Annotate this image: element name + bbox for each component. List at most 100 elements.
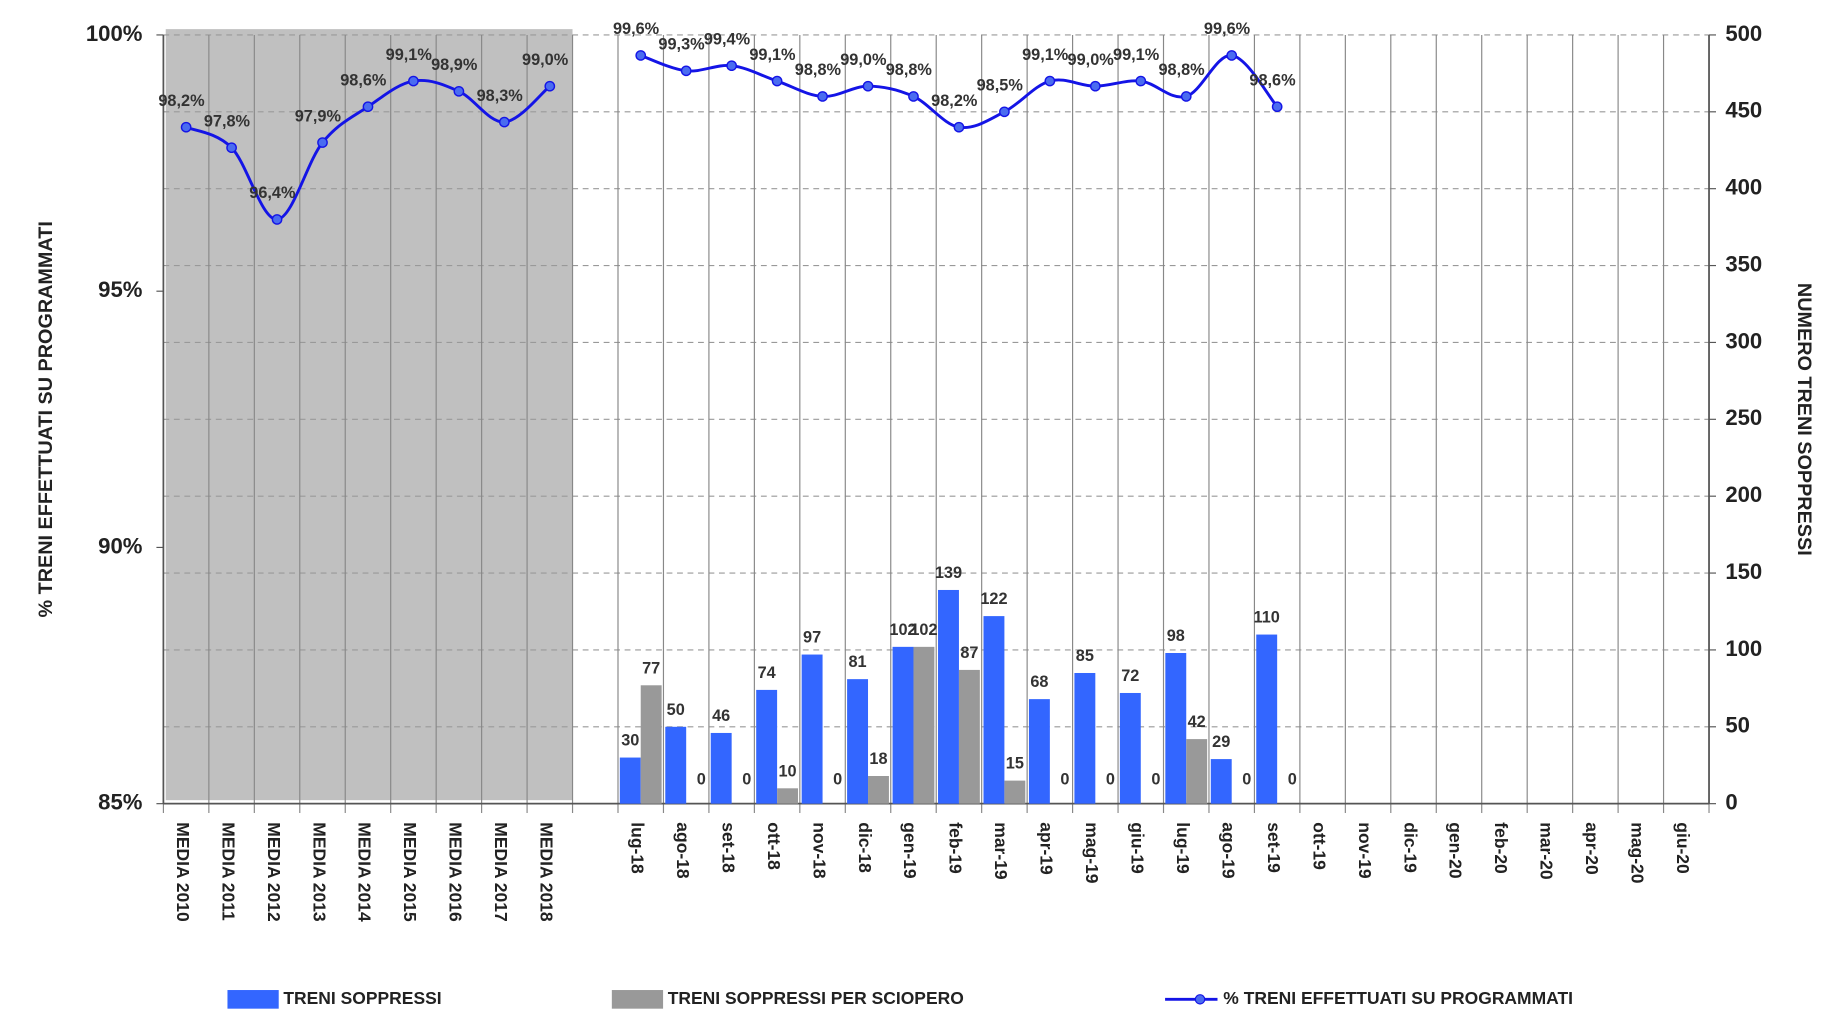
line-value-label: 98,2% [158,92,205,110]
x-tick-label: MEDIA 2011 [218,822,238,921]
x-tick-label: ott-18 [764,822,784,870]
line-value-label: 99,1% [386,46,433,64]
line-point [1044,75,1056,87]
bar-value-label: 97 [803,629,821,647]
line-point [1180,91,1192,102]
line-value-label: 96,4% [249,184,296,202]
bar-value-label: 0 [1060,771,1069,789]
x-tick-label: set-18 [718,822,738,873]
bar [665,726,687,804]
line-value-label: 98,5% [977,77,1024,95]
bar-value-label: 15 [1006,755,1024,773]
bar-value-label: 102 [910,621,937,639]
y-tick-label: 85% [98,790,143,815]
bar [1186,739,1208,804]
bar [1028,699,1050,804]
bar [801,654,823,804]
bar-value-label: 18 [869,750,887,768]
bar-value-label: 68 [1030,673,1048,691]
y-tick-label: 100% [86,21,143,46]
y2-tick-label: 350 [1725,251,1762,276]
y-axis-title: % TRENI EFFETTUATI SU PROGRAMMATI [35,221,57,617]
bar-value-label: 0 [1106,771,1115,789]
bar-value-label: 98 [1167,627,1185,645]
x-tick-label: MEDIA 2013 [309,822,329,922]
line-point [317,137,328,148]
line-point [680,65,692,77]
x-tick-label: mag-19 [1082,822,1102,883]
line-point [544,80,556,92]
line-value-label: 99,0% [522,51,569,69]
bar [983,616,1005,804]
bar [1210,759,1232,804]
bar-value-label: 87 [960,644,978,662]
y2-tick-label: 50 [1725,713,1750,738]
bar [868,776,889,804]
bar [1004,780,1026,804]
line-point [1271,101,1283,113]
x-tick-label: MEDIA 2016 [446,822,466,922]
line-point [953,121,965,133]
bar-value-label: 85 [1076,647,1094,665]
line-value-label: 98,9% [431,56,478,74]
line-point [862,80,874,92]
x-tick-label: nov-18 [809,822,829,879]
x-tick-label: feb-19 [946,822,966,874]
bar-value-label: 139 [935,564,962,582]
line-value-label: 98,2% [931,92,978,110]
y2-tick-label: 450 [1725,98,1762,123]
line-value-label: 98,3% [477,87,524,105]
line-point [635,50,647,61]
line-value-label: 99,1% [1022,46,1069,64]
bar-value-label: 0 [833,771,842,789]
line-point [226,142,237,154]
bar [1119,692,1141,804]
bar [938,589,959,804]
bar-value-label: 0 [1151,771,1160,789]
bar-value-label: 30 [621,732,639,750]
line-value-label: 98,6% [1249,71,1296,89]
bar-value-label: 81 [848,653,866,671]
bar [756,689,778,804]
bar-value-label: 0 [1288,771,1297,789]
bar-value-label: 42 [1188,713,1206,731]
bar-value-label: 102 [889,621,916,639]
line-point [999,106,1010,118]
x-tick-label: MEDIA 2018 [537,822,557,922]
bar-value-label: 110 [1254,609,1280,627]
line-value-label: 98,8% [795,61,842,79]
line-value-label: 98,6% [340,71,387,89]
bar-value-label: 50 [667,701,685,719]
x-tick-label: apr-20 [1582,822,1602,874]
line-value-label: 97,8% [204,112,251,130]
shaded-region [165,29,573,801]
x-tick-label: apr-19 [1037,822,1057,875]
legend-swatch [227,990,279,1009]
line-value-label: 97,9% [295,107,342,125]
bar [1256,634,1278,804]
bar [1165,653,1187,804]
y2-tick-label: 400 [1725,175,1762,200]
x-tick-label: lug-19 [1173,822,1193,874]
bar-value-label: 46 [712,707,730,725]
bar-value-label: 77 [642,659,660,677]
x-tick-label: ago-18 [673,822,693,879]
x-tick-label: feb-20 [1491,822,1511,873]
y2-tick-label: 200 [1725,482,1762,507]
bar-value-label: 122 [980,590,1007,608]
bar-value-label: 0 [697,771,706,789]
line-value-label: 98,8% [1158,61,1205,79]
x-tick-label: ott-19 [1309,822,1329,870]
x-tick-label: MEDIA 2012 [264,822,284,922]
line-value-label: 99,1% [1113,46,1160,64]
line-point [726,60,738,72]
bar-value-label: 29 [1212,733,1230,751]
x-tick-label: giu-19 [1128,822,1148,874]
x-tick-label: set-19 [1264,822,1284,873]
x-tick-label: ago-19 [1218,822,1238,879]
line-point [180,121,192,133]
x-tick-label: MEDIA 2015 [400,822,420,922]
line-value-label: 99,6% [613,20,660,38]
